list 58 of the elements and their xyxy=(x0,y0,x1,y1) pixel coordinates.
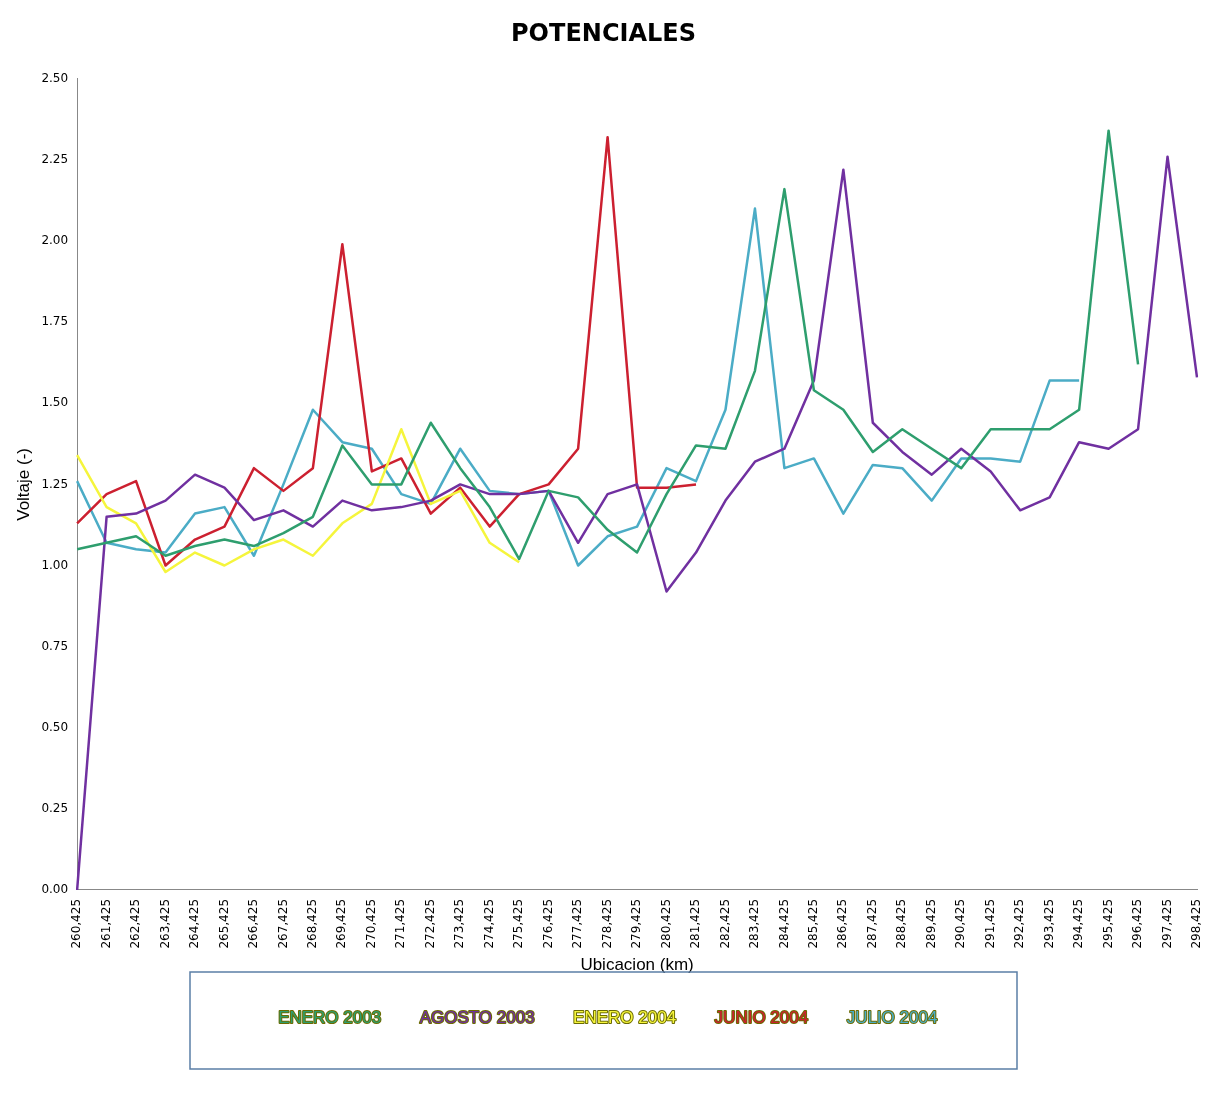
y-tick-label: 1.75 xyxy=(41,314,69,329)
x-tick-label: 274,425 xyxy=(481,898,496,949)
x-tick-label: 279,425 xyxy=(629,898,644,949)
x-tick-label: 278,425 xyxy=(599,898,614,949)
x-tick-label: 273,425 xyxy=(452,898,467,949)
x-tick-label: 272,425 xyxy=(422,898,437,949)
text: AGOSTO 2003 xyxy=(419,1008,535,1028)
x-tick-label: 296,425 xyxy=(1130,898,1145,949)
y-tick-label: 0.00 xyxy=(41,882,69,897)
x-tick-label: 266,425 xyxy=(246,898,261,949)
y-tick-label: 2.50 xyxy=(41,70,69,85)
x-tick-label: 280,425 xyxy=(658,898,673,949)
x-tick-label: 277,425 xyxy=(570,898,585,949)
text: JULIO 2004 xyxy=(846,1008,938,1028)
x-tick-label: 287,425 xyxy=(864,898,879,949)
y-tick-label: 0.50 xyxy=(41,719,69,734)
x-tick-label: 295,425 xyxy=(1100,898,1115,949)
x-tick-label: 290,425 xyxy=(953,898,968,949)
text: ENERO 2004 xyxy=(573,1008,677,1028)
x-tick-label: 263,425 xyxy=(157,898,172,949)
x-tick-label: 268,425 xyxy=(305,898,320,949)
x-tick-label: 271,425 xyxy=(393,898,408,949)
x-tick-label: 269,425 xyxy=(334,898,349,949)
x-tick-label: 284,425 xyxy=(776,898,791,949)
x-tick-label: 281,425 xyxy=(688,898,703,949)
x-tick-label: 260,425 xyxy=(69,898,84,949)
x-tick-label: 292,425 xyxy=(1012,898,1027,949)
text: ENERO 2003 xyxy=(278,1008,382,1028)
y-tick-label: 2.25 xyxy=(41,152,69,167)
y-tick-label: 1.50 xyxy=(41,395,69,410)
x-tick-label: 293,425 xyxy=(1041,898,1056,949)
x-tick-label: 282,425 xyxy=(717,898,732,949)
x-tick-label: 270,425 xyxy=(363,898,378,949)
x-tick-label: 262,425 xyxy=(128,898,143,949)
y-axis-title: Voltaje (-) xyxy=(13,448,33,521)
x-tick-label: 291,425 xyxy=(982,898,997,949)
x-tick-label: 276,425 xyxy=(540,898,555,949)
x-tick-label: 286,425 xyxy=(835,898,850,949)
x-tick-label: 275,425 xyxy=(511,898,526,949)
y-tick-label: 0.75 xyxy=(41,638,69,653)
x-tick-label: 267,425 xyxy=(275,898,290,949)
text: JUNIO 2004 xyxy=(714,1008,809,1028)
y-tick-label: 1.25 xyxy=(41,476,69,491)
y-tick-label: 2.00 xyxy=(41,233,69,248)
x-tick-label: 264,425 xyxy=(187,898,202,949)
y-tick-label: 1.00 xyxy=(41,557,69,572)
x-tick-label: 289,425 xyxy=(923,898,938,949)
x-tick-label: 283,425 xyxy=(747,898,762,949)
x-tick-label: 285,425 xyxy=(806,898,821,949)
x-axis-title: Ubicacion (km) xyxy=(580,955,694,975)
x-tick-label: 294,425 xyxy=(1071,898,1086,949)
x-tick-label: 261,425 xyxy=(98,898,113,949)
x-tick-label: 265,425 xyxy=(216,898,231,949)
x-tick-label: 288,425 xyxy=(894,898,909,949)
x-tick-label: 298,425 xyxy=(1189,898,1204,949)
x-tick-label: 297,425 xyxy=(1159,898,1174,949)
y-tick-label: 0.25 xyxy=(41,800,69,815)
chart-title: POTENCIALES xyxy=(511,18,696,47)
